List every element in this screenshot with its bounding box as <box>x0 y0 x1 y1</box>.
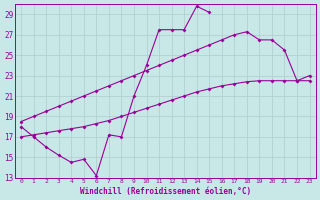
X-axis label: Windchill (Refroidissement éolien,°C): Windchill (Refroidissement éolien,°C) <box>80 187 251 196</box>
